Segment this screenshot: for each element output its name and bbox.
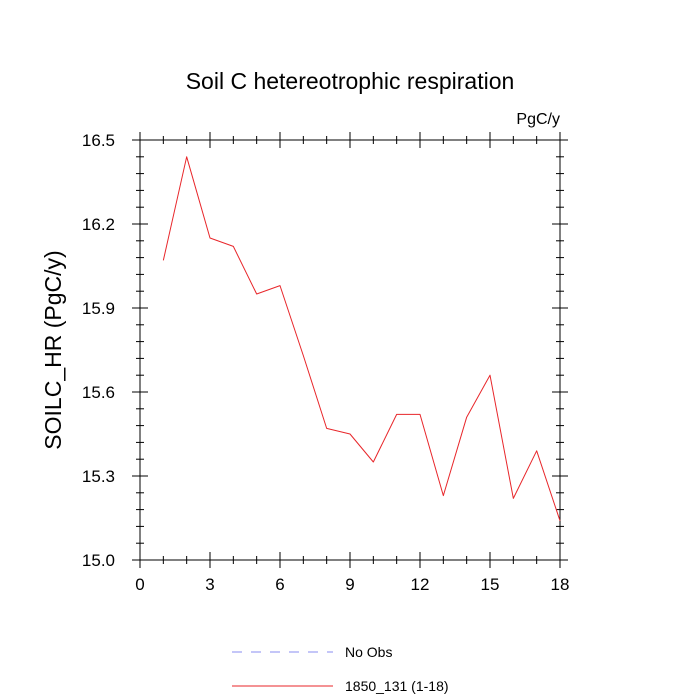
legend: No Obs 1850_131 (1-18) bbox=[232, 644, 449, 694]
axis-ticks bbox=[132, 132, 568, 568]
legend-label-0: No Obs bbox=[345, 644, 392, 660]
x-tick-label: 6 bbox=[275, 575, 284, 594]
x-tick-label: 3 bbox=[205, 575, 214, 594]
chart-title: Soil C hetereotrophic respiration bbox=[186, 68, 515, 94]
x-tick-label: 18 bbox=[551, 575, 570, 594]
y-tick-label: 15.3 bbox=[82, 467, 115, 486]
x-tick-label: 9 bbox=[345, 575, 354, 594]
y-tick-label: 15.6 bbox=[82, 383, 115, 402]
tick-labels: 0 3 6 9 12 15 18 15.0 15.3 15.6 15.9 16.2 16.5 bbox=[82, 131, 570, 594]
y-tick-label: 15.0 bbox=[82, 551, 115, 570]
x-tick-label: 0 bbox=[135, 575, 144, 594]
legend-label-1: 1850_131 (1-18) bbox=[345, 678, 449, 694]
y-tick-label: 15.9 bbox=[82, 299, 115, 318]
series-lines bbox=[162, 156, 561, 521]
y-axis-label: SOILC_HR (PgC/y) bbox=[40, 250, 66, 449]
y-tick-label: 16.5 bbox=[82, 131, 115, 150]
x-tick-label: 12 bbox=[411, 575, 430, 594]
x-tick-label: 15 bbox=[481, 575, 500, 594]
y-tick-label: 16.2 bbox=[82, 215, 115, 234]
units-label: PgC/y bbox=[516, 111, 560, 128]
series-line-1 bbox=[162, 156, 561, 521]
